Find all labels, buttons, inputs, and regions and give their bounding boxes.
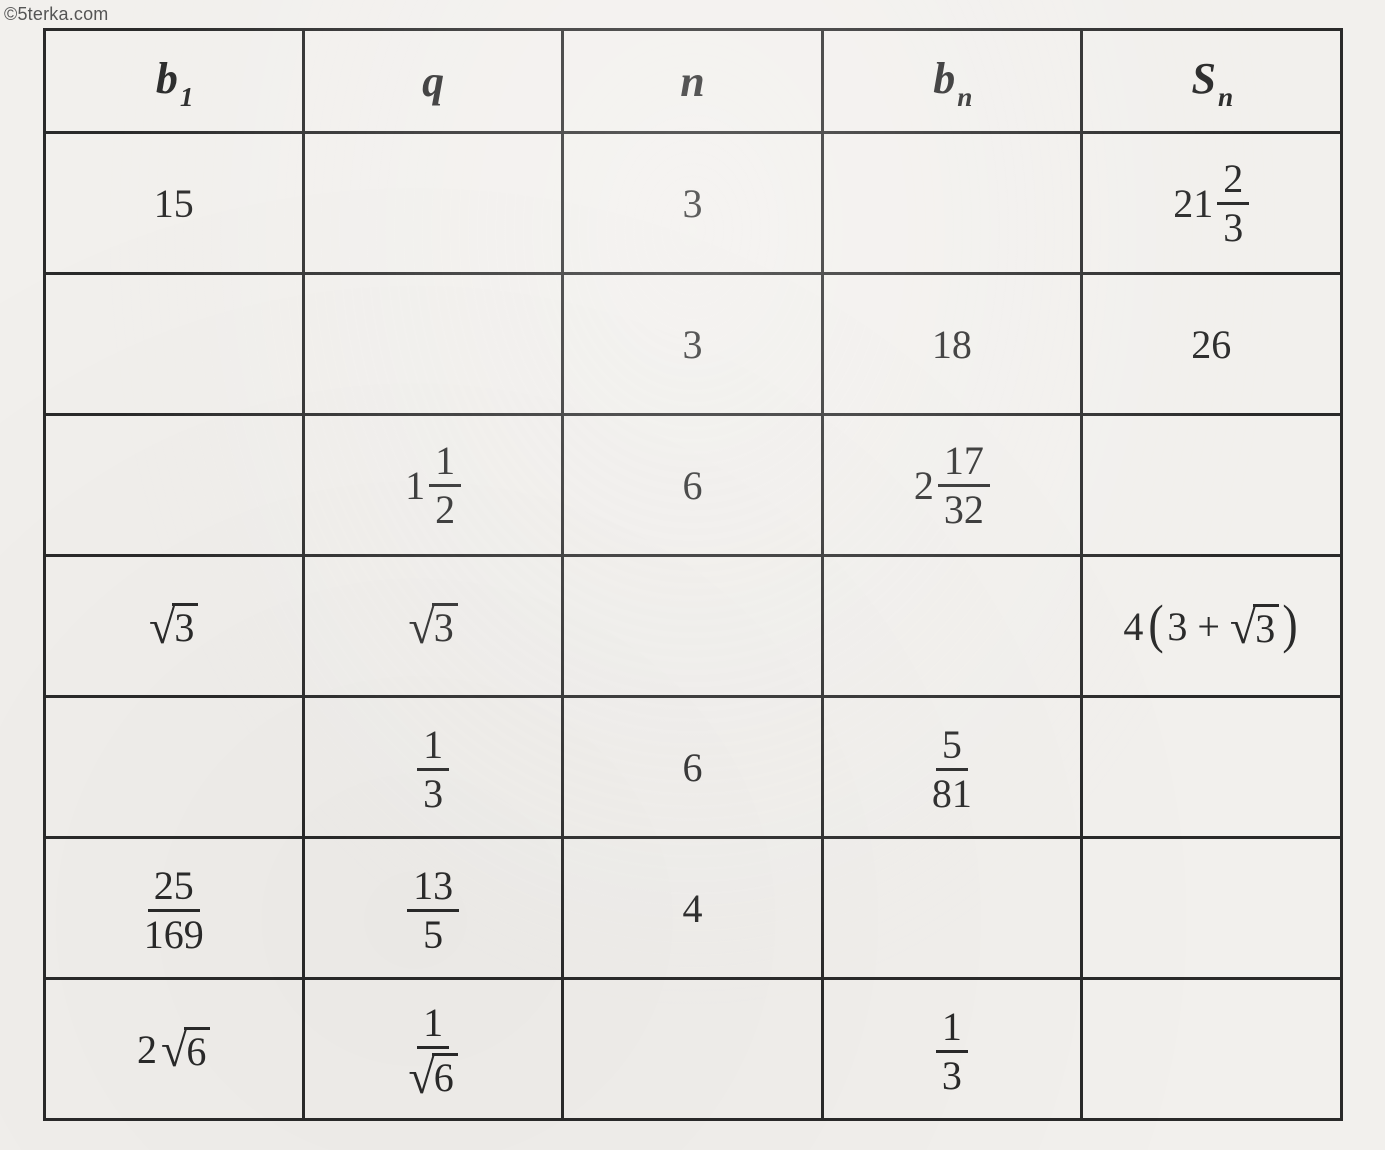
cell-n: 3 — [563, 133, 822, 274]
cell-bn: 18 — [822, 274, 1081, 415]
table-row: 251691354 — [44, 838, 1341, 979]
table-row: √3√3 4(3 + √3) — [44, 556, 1341, 697]
cell-q: 1√6 — [303, 979, 562, 1120]
cell-bn: 21732 — [822, 415, 1081, 556]
cell-bn — [822, 133, 1081, 274]
header-var: b — [156, 54, 178, 103]
cell-q: 112 — [303, 415, 562, 556]
cell-bn — [822, 838, 1081, 979]
table-row: 112621732 — [44, 415, 1341, 556]
table-row: 15 3 2123 — [44, 133, 1341, 274]
table-header-row: b1 q n bn Sn — [44, 30, 1341, 133]
cell-bn: 581 — [822, 697, 1081, 838]
cell-b1 — [44, 697, 303, 838]
cell-Sn: 4(3 + √3) — [1082, 556, 1341, 697]
watermark-text: ©5terka.com — [4, 4, 109, 25]
cell-bn — [822, 556, 1081, 697]
geometric-progression-table: b1 q n bn Sn 153212331826112621732√3√34(… — [43, 28, 1343, 1121]
col-header-n: n — [563, 30, 822, 133]
header-var: q — [422, 57, 444, 106]
cell-q — [303, 133, 562, 274]
cell-n: 6 — [563, 415, 822, 556]
cell-b1: √3 — [44, 556, 303, 697]
cell-n — [563, 979, 822, 1120]
cell-b1: 15 — [44, 133, 303, 274]
header-sub: n — [957, 82, 972, 112]
cell-b1 — [44, 274, 303, 415]
col-header-b1: b1 — [44, 30, 303, 133]
cell-q: 13 — [303, 697, 562, 838]
cell-q: √3 — [303, 556, 562, 697]
cell-Sn: 2123 — [1082, 133, 1341, 274]
cell-Sn: 26 — [1082, 274, 1341, 415]
header-var: n — [680, 57, 704, 106]
cell-q — [303, 274, 562, 415]
cell-b1: 2√6 — [44, 979, 303, 1120]
table-row: 136581 — [44, 697, 1341, 838]
cell-b1 — [44, 415, 303, 556]
cell-n — [563, 556, 822, 697]
header-sub: n — [1218, 82, 1233, 112]
cell-Sn — [1082, 697, 1341, 838]
cell-Sn — [1082, 415, 1341, 556]
cell-Sn — [1082, 979, 1341, 1120]
table-body: 153212331826112621732√3√34(3 + √3)136581… — [44, 133, 1341, 1120]
cell-bn: 13 — [822, 979, 1081, 1120]
cell-q: 135 — [303, 838, 562, 979]
cell-b1: 25169 — [44, 838, 303, 979]
cell-Sn — [1082, 838, 1341, 979]
header-var: S — [1191, 54, 1215, 103]
table-row: 31826 — [44, 274, 1341, 415]
cell-n: 4 — [563, 838, 822, 979]
header-sub: 1 — [180, 82, 194, 112]
col-header-Sn: Sn — [1082, 30, 1341, 133]
col-header-bn: bn — [822, 30, 1081, 133]
col-header-q: q — [303, 30, 562, 133]
header-var: b — [933, 54, 955, 103]
cell-n: 3 — [563, 274, 822, 415]
table-row: 2√61√6 13 — [44, 979, 1341, 1120]
cell-n: 6 — [563, 697, 822, 838]
